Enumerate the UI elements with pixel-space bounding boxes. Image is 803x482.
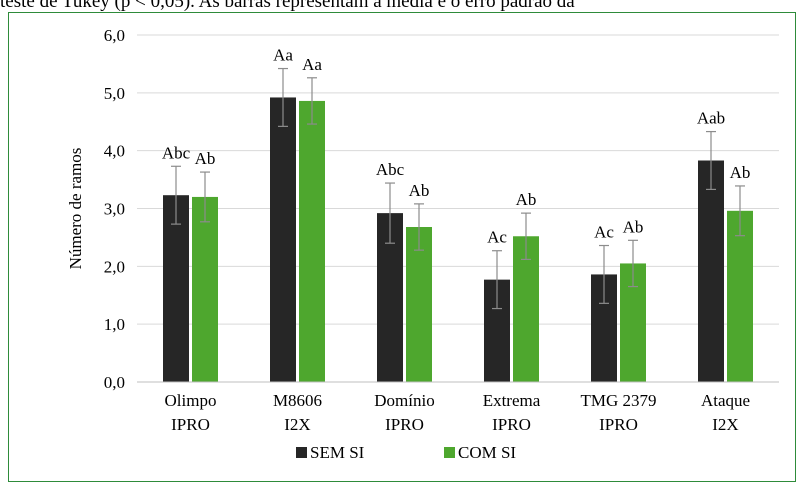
data-label: Ab [195, 149, 216, 168]
data-label: Ab [623, 217, 644, 236]
bar [698, 160, 724, 382]
bar [727, 210, 753, 382]
data-label: Aa [273, 46, 293, 65]
data-label: Abc [376, 160, 405, 179]
y-axis-label: Número de ramos [66, 148, 85, 270]
bar [270, 97, 296, 383]
y-tick-label: 3,0 [104, 200, 125, 219]
y-tick-label: 0,0 [104, 373, 125, 392]
x-tick-label: Ataque [701, 391, 750, 410]
data-label: Ab [516, 190, 537, 209]
x-tick-label: I2X [284, 415, 310, 434]
bar [406, 227, 432, 382]
chart-frame: 0,0 1,0 2,0 3,0 4,0 5,0 6,0 Número de ramos Abc A… [8, 12, 796, 482]
legend-swatch [296, 447, 307, 458]
x-tick-label: IPRO [599, 415, 638, 434]
y-tick-label: 6,0 [104, 26, 125, 45]
x-tick-label: IPRO [171, 415, 210, 434]
x-tick-label: TMG 2379 [580, 391, 656, 410]
figure-caption: teste de Tukey (p < 0,05). As barras rep… [0, 0, 575, 12]
y-tick-label: 5,0 [104, 84, 125, 103]
x-tick-label: Olimpo [165, 391, 217, 410]
data-label: Ab [730, 163, 751, 182]
bar [192, 196, 218, 382]
x-tick-label: IPRO [385, 415, 424, 434]
bar [163, 195, 189, 382]
bar [299, 100, 325, 383]
legend-swatch [444, 447, 455, 458]
x-tick-label: IPRO [492, 415, 531, 434]
y-tick-label: 2,0 [104, 257, 125, 276]
y-tick-label: 1,0 [104, 315, 125, 334]
y-tick-label: 4,0 [104, 142, 125, 161]
data-label: Aa [302, 55, 322, 74]
bar [513, 236, 539, 382]
data-label: Ab [409, 181, 430, 200]
data-label: Ac [594, 223, 614, 242]
x-tick-label: Extrema [483, 391, 541, 410]
legend-label: COM SI [458, 443, 516, 462]
x-tick-label: I2X [712, 415, 738, 434]
data-label: Ac [487, 228, 507, 247]
data-label: Abc [162, 143, 191, 162]
x-tick-label: Domínio [374, 391, 434, 410]
x-tick-label: M8606 [273, 391, 322, 410]
data-label: Aab [697, 109, 725, 128]
legend-label: SEM SI [310, 443, 365, 462]
